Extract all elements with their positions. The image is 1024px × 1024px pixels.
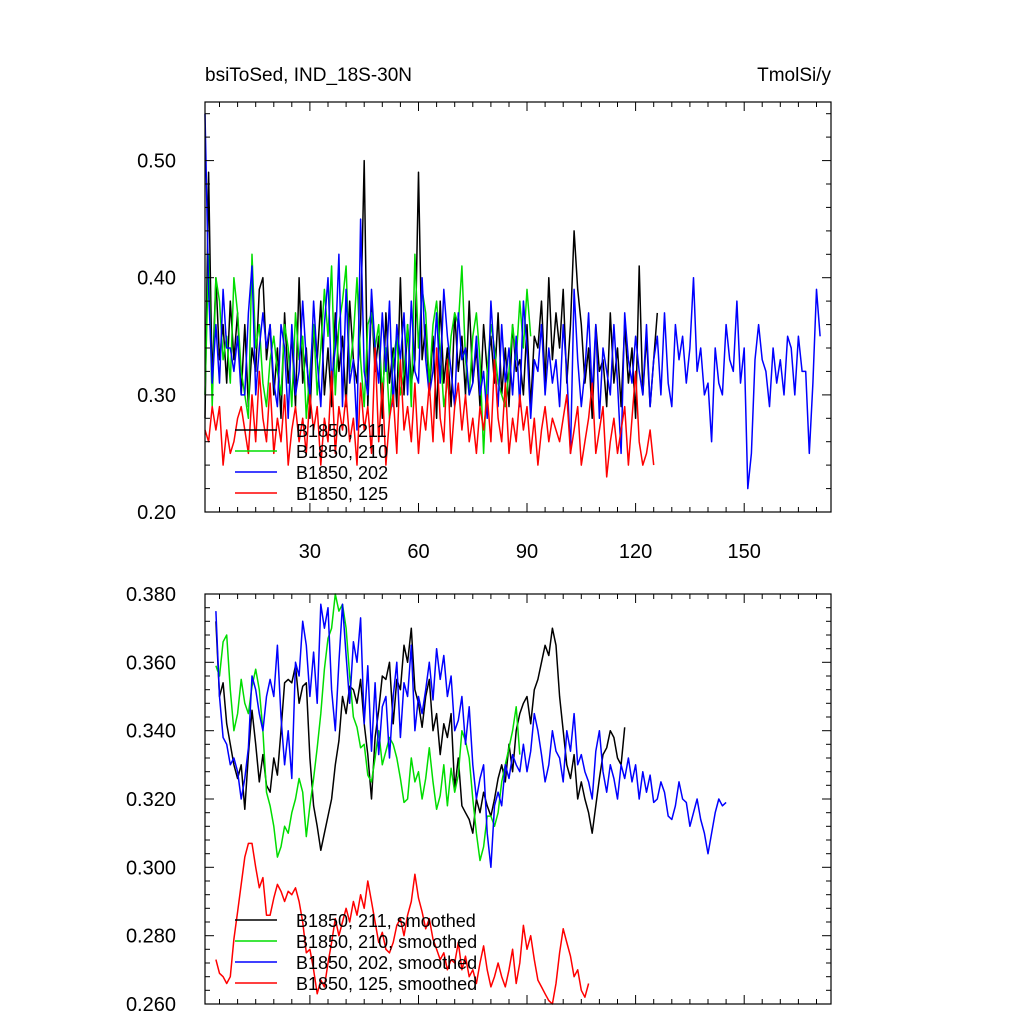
legend-label: B1850, 210: [296, 442, 388, 462]
y-tick-label: 0.40: [137, 268, 176, 290]
x-tick-label: 90: [516, 541, 538, 563]
chart-title-right: TmolSi/y: [757, 65, 831, 86]
chart-title-left: bsiToSed, IND_18S-30N: [205, 65, 412, 86]
x-tick-label: 150: [728, 541, 761, 563]
legend-label: B1850, 211, smoothed: [296, 911, 476, 931]
y-tick-label: 0.380: [126, 584, 176, 606]
y-tick-label: 0.280: [126, 926, 176, 948]
series-line-1: [215, 621, 626, 852]
x-tick-label: 120: [619, 541, 652, 563]
y-tick-label: 0.300: [126, 857, 176, 879]
series-line-2: [215, 593, 521, 862]
y-tick-label: 0.20: [137, 502, 176, 524]
series-line-4: [215, 842, 590, 1005]
series-line-4: [204, 347, 655, 478]
y-tick-label: 0.340: [126, 721, 176, 743]
legend-label: B1850, 202, smoothed: [296, 953, 477, 973]
legend-label: B1850, 211: [296, 421, 387, 441]
plot-frame: [204, 101, 832, 513]
y-tick-label: 0.360: [126, 652, 176, 674]
x-tick-label: 60: [407, 541, 429, 563]
series-line-2: [204, 253, 532, 455]
y-tick-label: 0.320: [126, 789, 176, 811]
series-line-3: [215, 603, 727, 869]
x-tick-label: 30: [299, 541, 321, 563]
y-tick-label: 0.30: [137, 385, 176, 407]
legend-label: B1850, 202: [296, 463, 388, 483]
legend-label: B1850, 125: [296, 484, 388, 504]
bottom-panel: 0.260 0.280 0.300 0.320 0.340 0.360 0.380 B1850…: [126, 584, 832, 1016]
y-tick-label: 0.50: [137, 151, 176, 173]
legend-label: B1850, 125, smoothed: [296, 974, 477, 994]
y-tick-label: 0.260: [126, 994, 176, 1016]
legend-label: B1850, 210, smoothed: [296, 932, 477, 952]
series-line-3: [204, 113, 821, 490]
